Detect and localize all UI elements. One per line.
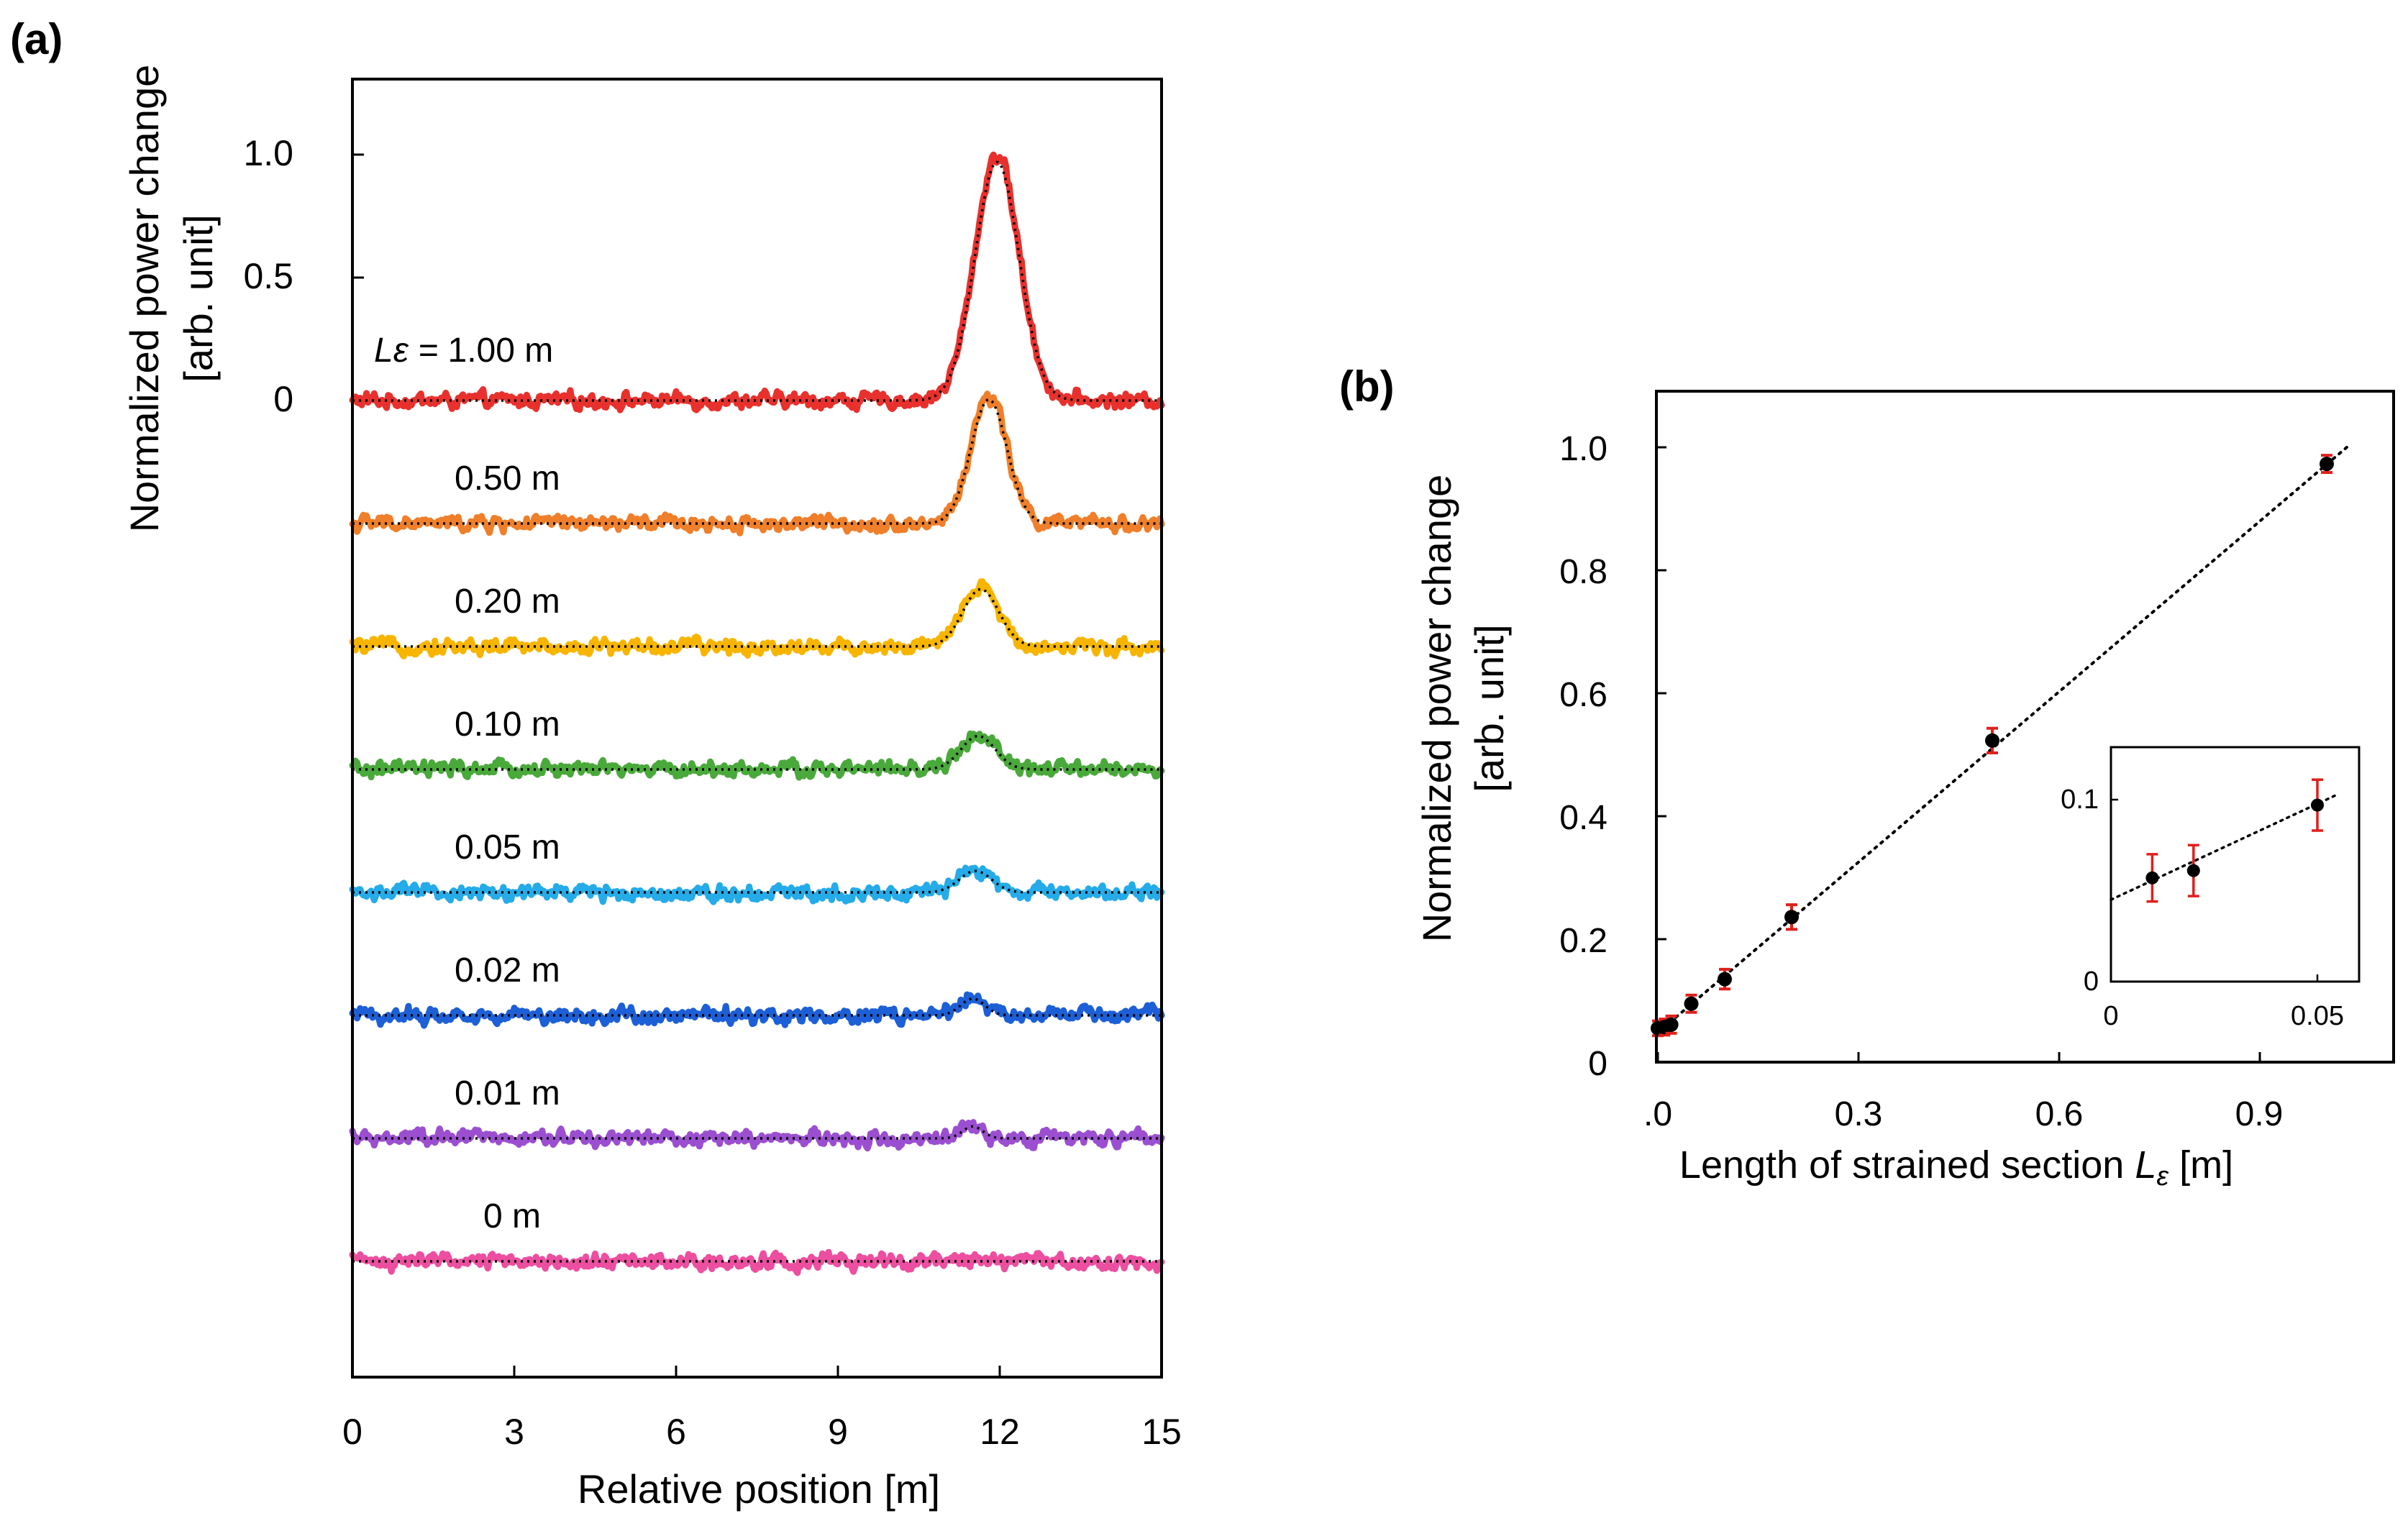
panel-b-x-ticks: .0 0.3 0.6 0.9 bbox=[1643, 1052, 2283, 1133]
panel-a-traces bbox=[349, 151, 1165, 1276]
panel-b-ytick-label: 0.2 bbox=[1559, 922, 1607, 960]
panel-a-ylabel-line1: Normalized power change bbox=[122, 65, 167, 533]
trace-label: 0.10 m bbox=[455, 705, 560, 744]
panel-b-xlabel: Length of strained section Lε [m] bbox=[1679, 1143, 2233, 1192]
data-point bbox=[1718, 972, 1732, 987]
panel-b-label: (b) bbox=[1339, 362, 1395, 411]
trace-0-05-m bbox=[349, 864, 1165, 905]
panel-a-y-ticks: 1.0 0.5 0 bbox=[243, 133, 364, 419]
inset-data-point bbox=[2186, 864, 2200, 877]
panel-b-plot bbox=[1651, 446, 2348, 1038]
inset-ytick-label: 0 bbox=[2084, 966, 2099, 997]
panel-a-label: (a) bbox=[10, 15, 63, 63]
data-point bbox=[1985, 733, 1999, 748]
panel-a-ylabel-line2: [arb. unit] bbox=[175, 214, 221, 382]
trace-0-50-m bbox=[349, 390, 1165, 536]
panel-a-xlabel: Relative position [m] bbox=[578, 1466, 940, 1512]
panel-a-xtick-label: 3 bbox=[504, 1412, 524, 1452]
trace-label: 0 m bbox=[483, 1197, 541, 1235]
trace-label-1m: Lε = 1.00 m bbox=[374, 332, 553, 370]
fit-0-01-m bbox=[352, 1125, 1162, 1140]
xlabel-subscript: ε bbox=[2156, 1161, 2169, 1192]
inset-fit-line bbox=[2110, 792, 2340, 901]
panel-a-xtick-label: 6 bbox=[666, 1412, 686, 1452]
panel-a-xtick-label: 0 bbox=[342, 1412, 362, 1452]
panel-a-xtick-label: 9 bbox=[828, 1412, 848, 1452]
panel-b-ytick-label: 0 bbox=[1588, 1045, 1607, 1083]
fit-line bbox=[1656, 446, 2348, 1034]
trace-label: 0.02 m bbox=[455, 951, 560, 990]
panel-b-ytick-label: 0.4 bbox=[1559, 799, 1607, 837]
inset-data-point bbox=[2145, 871, 2159, 885]
inset-data-point bbox=[2311, 798, 2324, 812]
xlabel-suffix: [m] bbox=[2168, 1143, 2233, 1187]
panel-b-ylabel-line1: Normalized power change bbox=[1414, 475, 1459, 943]
data-point bbox=[1784, 910, 1799, 925]
trace-label: 0.20 m bbox=[455, 582, 560, 621]
trace-1-00-m bbox=[349, 151, 1165, 413]
inset-ytick-label: 0.1 bbox=[2061, 785, 2099, 815]
trace-label: 0.50 m bbox=[455, 460, 560, 498]
trace-0-01-m bbox=[349, 1119, 1165, 1152]
trace-0-20-m bbox=[349, 578, 1165, 659]
data-point bbox=[2320, 457, 2334, 472]
panel-a-frame bbox=[351, 78, 1163, 1379]
xlabel-prefix: Length of strained section bbox=[1679, 1143, 2135, 1187]
panel-a-xtick-label: 15 bbox=[1141, 1412, 1182, 1452]
panel-b-frame bbox=[1655, 390, 2395, 1064]
panel-a-ytick-label: 0 bbox=[273, 379, 293, 419]
xlabel-symbol: L bbox=[2135, 1143, 2156, 1187]
panel-a: (a) Normalized power change [arb. unit] … bbox=[10, 15, 1182, 1512]
trace-0-m bbox=[349, 1248, 1165, 1276]
trace-label: 0.05 m bbox=[455, 828, 560, 867]
panel-a-xtick-label: 12 bbox=[980, 1412, 1020, 1452]
inset-xtick-label: 0 bbox=[2103, 1001, 2118, 1031]
panel-b-inset: 0.1 0 0 0.05 bbox=[2061, 746, 2361, 1031]
panel-b-ytick-label: 0.8 bbox=[1559, 553, 1607, 591]
panel-b: (b) Normalized power change [arb. unit] … bbox=[1339, 362, 2395, 1192]
panel-a-ytick-label: 1.0 bbox=[243, 133, 293, 173]
data-point bbox=[1684, 996, 1699, 1011]
inset-frame bbox=[2110, 746, 2361, 983]
panel-b-ytick-label: 0.6 bbox=[1559, 676, 1607, 714]
trace-label-prefix: Lε = bbox=[374, 332, 448, 370]
panel-a-trace-labels: Lε = 1.00 m 0.50 m 0.20 m 0.10 m 0.05 m … bbox=[374, 332, 560, 1235]
trace-0-02-m bbox=[349, 991, 1165, 1029]
panel-b-xtick-label: .0 bbox=[1643, 1095, 1672, 1133]
panel-b-xtick-label: 0.3 bbox=[1835, 1095, 1883, 1133]
data-point bbox=[1664, 1017, 1679, 1032]
trace-label-value: 1.00 m bbox=[448, 332, 554, 370]
trace-label: 0.01 m bbox=[455, 1074, 560, 1112]
panel-b-xtick-label: 0.9 bbox=[2235, 1095, 2284, 1133]
panel-b-ylabel-line2: [arb. unit] bbox=[1467, 624, 1512, 792]
inset-xtick-label: 0.05 bbox=[2291, 1001, 2344, 1031]
inset-plot bbox=[2110, 778, 2340, 983]
trace-0-10-m bbox=[349, 730, 1165, 781]
panel-a-x-ticks: 0 3 6 9 12 15 bbox=[342, 1366, 1182, 1452]
panel-b-y-ticks: 0 0.2 0.4 0.6 0.8 1.0 bbox=[1559, 430, 1666, 1083]
panel-b-xtick-label: 0.6 bbox=[2035, 1095, 2084, 1133]
panel-a-ytick-label: 0.5 bbox=[243, 256, 293, 296]
panel-b-ytick-label: 1.0 bbox=[1559, 430, 1607, 468]
